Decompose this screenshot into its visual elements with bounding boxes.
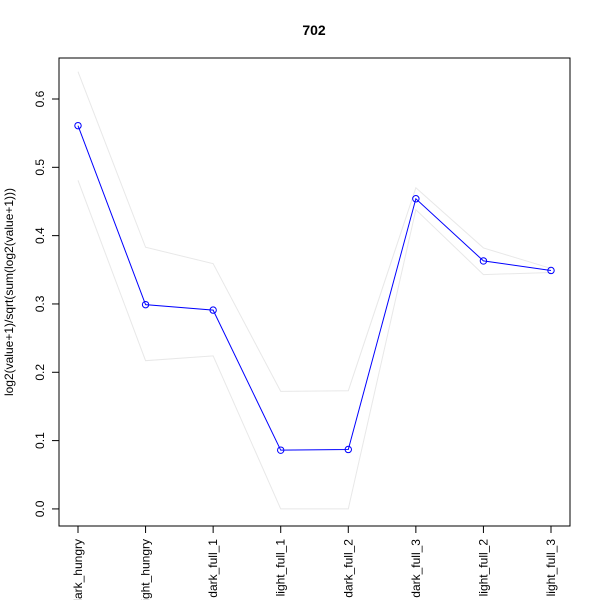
data-point bbox=[277, 446, 285, 454]
x-tick-label: dark_full_2 bbox=[341, 539, 355, 598]
x-axis: dark_hungry light_hungry dark_full_1 light_… bbox=[71, 526, 558, 600]
x-tick-label: dark_hungry bbox=[71, 539, 85, 600]
data-point bbox=[547, 266, 555, 275]
plot-frame bbox=[58, 57, 571, 527]
y-tick-label: 0.0 bbox=[33, 500, 47, 517]
data-point bbox=[209, 306, 217, 314]
data-point bbox=[74, 121, 82, 130]
data-point bbox=[412, 195, 420, 203]
data-point bbox=[141, 300, 150, 309]
y-tick-label: 0.5 bbox=[33, 159, 47, 176]
x-tick-label: dark_full_3 bbox=[409, 539, 423, 598]
x-tick-label: light_hungry bbox=[139, 539, 153, 600]
y-axis: 0.0 0.1 0.2 0.3 0.4 0.5 0.6 bbox=[33, 90, 59, 517]
x-tick-label: light_full_3 bbox=[544, 539, 558, 597]
band-lines bbox=[77, 71, 552, 510]
chart-title: 702 bbox=[302, 22, 326, 38]
main-series bbox=[74, 121, 555, 454]
y-tick-label: 0.1 bbox=[33, 432, 47, 449]
data-point bbox=[344, 445, 352, 454]
x-tick-label: dark_full_1 bbox=[206, 539, 220, 598]
x-tick-label: light_full_1 bbox=[274, 539, 288, 597]
x-tick-label: light_full_2 bbox=[476, 539, 490, 597]
lower-band-line bbox=[77, 180, 552, 510]
main-series-line bbox=[77, 125, 552, 451]
y-axis-label: log2(value+1)/sqrt(sum(log2(value+1))) bbox=[2, 188, 16, 396]
y-tick-label: 0.6 bbox=[33, 90, 47, 107]
y-tick-label: 0.4 bbox=[33, 227, 47, 244]
y-tick-label: 0.2 bbox=[33, 364, 47, 381]
y-tick-label: 0.3 bbox=[33, 295, 47, 312]
data-point bbox=[479, 257, 488, 265]
upper-band-line bbox=[77, 71, 552, 392]
